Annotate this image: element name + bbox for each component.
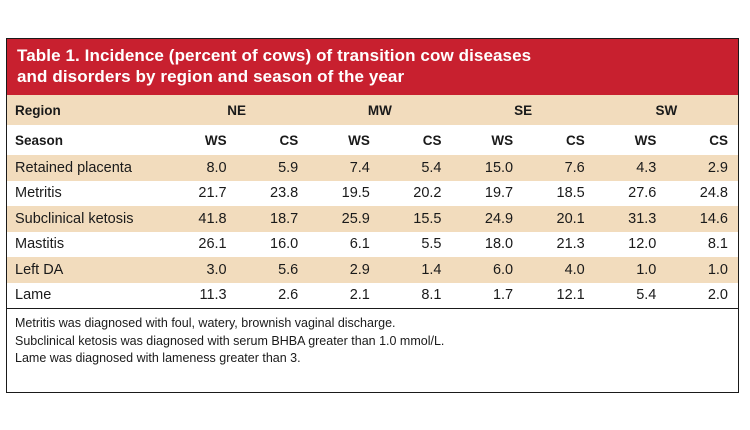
table-title-line-2: and disorders by region and season of th…: [17, 67, 405, 86]
table-cell: 21.3: [556, 236, 585, 253]
table-cell: 7.4: [349, 159, 370, 176]
table-cell: 4.0: [564, 261, 585, 278]
table-row: Subclinical ketosis 41.8 18.7 25.9 15.5 24.9 2…: [7, 206, 738, 232]
data-table-panel: Table 1. Incidence (percent of cows) of …: [6, 38, 739, 393]
table-cell: 15.5: [413, 210, 442, 227]
table-cell: 2.1: [349, 287, 370, 304]
region-mw: MW: [367, 102, 392, 118]
table-cell: 15.0: [484, 159, 514, 176]
table-cell: 24.9: [484, 210, 514, 227]
table-cell: 19.7: [484, 185, 514, 202]
footnote-subclinical-ketosis: Subclinical ketosis was diagnosed with s…: [15, 333, 445, 348]
season-header-label: Season: [15, 132, 64, 148]
region-se: SE: [514, 102, 533, 118]
table-cell: 41.8: [198, 210, 227, 227]
table-cell: 8.1: [421, 287, 442, 304]
table-cell: 11.3: [199, 287, 227, 304]
table-cell: 31.3: [628, 210, 657, 227]
table-cell: 1.0: [707, 261, 728, 278]
table-cell: 8.1: [707, 236, 728, 253]
season-header-row: Season WS CS WS CS WS CS WS CS: [7, 125, 738, 155]
table-cell: 4.3: [636, 159, 657, 176]
row-label: Lame: [15, 287, 52, 304]
table-cell: 2.0: [707, 287, 728, 304]
row-label: Retained placenta: [15, 159, 132, 176]
table-cell: 18.7: [270, 210, 299, 227]
table-cell: 18.5: [556, 185, 585, 202]
footnote-lame: Lame was diagnosed with lameness greater…: [15, 351, 301, 365]
season-header-cell: CS: [422, 132, 442, 148]
region-header-row: Region NE MW SE SW: [7, 95, 738, 125]
season-header-cell: WS: [491, 132, 514, 148]
table-cell: 7.6: [564, 159, 585, 176]
footnote-metritis: Metritis was diagnosed with foul, watery…: [15, 316, 396, 330]
season-header-cell: WS: [348, 132, 370, 148]
row-label: Subclinical ketosis: [15, 210, 134, 227]
table-cell: 6.1: [349, 236, 370, 253]
table-title-line-1: Table 1. Incidence (percent of cows) of …: [17, 46, 532, 65]
table-cell: 26.1: [198, 236, 227, 253]
row-label: Mastitis: [15, 236, 65, 253]
table-row: Lame 11.3 2.6 2.1 8.1 1.7 12.1 5.4 2.0: [7, 282, 738, 308]
table-cell: 23.8: [270, 185, 299, 202]
table-cell: 2.9: [349, 261, 370, 278]
table-cell: 1.4: [421, 261, 442, 278]
table-cell: 20.1: [556, 210, 585, 227]
table-title: Table 1. Incidence (percent of cows) of …: [7, 39, 738, 95]
table-cell: 6.0: [492, 261, 514, 278]
table-cell: 5.6: [278, 261, 299, 278]
table-row: Retained placenta 8.0 5.9 7.4 5.4 15.0 7.6 4.3 2…: [7, 155, 738, 181]
season-header-cell: WS: [204, 132, 227, 148]
table-cell: 12.0: [628, 236, 657, 253]
table-cell: 20.2: [413, 185, 442, 202]
table-cell: 21.7: [198, 185, 227, 202]
region-header-label: Region: [15, 102, 61, 118]
table-cell: 5.9: [278, 159, 299, 176]
table-cell: 5.4: [421, 159, 442, 176]
table-row: Left DA 3.0 5.6 2.9 1.4 6.0 4.0 1.0 1.0: [7, 257, 738, 283]
table-row: Metritis 21.7 23.8 19.5 20.2 19.7 18.5 27.6 24.8: [7, 180, 738, 206]
table-cell: 14.6: [699, 210, 728, 227]
table-cell: 3.0: [206, 261, 227, 278]
region-sw: SW: [655, 102, 678, 118]
table-cell: 5.4: [636, 287, 657, 304]
table-cell: 18.0: [484, 236, 514, 253]
table-cell: 19.5: [341, 185, 370, 202]
table-cell: 25.9: [341, 210, 370, 227]
incidence-table: Region NE MW SE SW Season WS CS WS CS WS…: [7, 95, 738, 308]
table-cell: 1.7: [492, 287, 514, 304]
table-cell: 8.0: [206, 159, 227, 176]
table-footnotes: Metritis was diagnosed with foul, watery…: [7, 308, 738, 368]
table-cell: 27.6: [628, 185, 657, 202]
season-header-cell: CS: [565, 132, 585, 148]
table-cell: 2.6: [278, 287, 299, 304]
table-row: Mastitis 26.1 16.0 6.1 5.5 18.0 21.3 12.0 8.1: [7, 231, 738, 257]
table-cell: 24.8: [699, 185, 728, 202]
row-label: Left DA: [15, 261, 64, 278]
table-cell: 16.0: [270, 236, 299, 253]
table-cell: 1.0: [636, 261, 657, 278]
season-header-cell: CS: [279, 132, 299, 148]
table-cell: 12.1: [556, 287, 585, 304]
table-cell: 5.5: [421, 236, 442, 253]
table-cell: 2.9: [707, 159, 728, 176]
season-header-cell: WS: [634, 132, 657, 148]
row-label: Metritis: [15, 185, 62, 202]
season-header-cell: CS: [709, 132, 728, 148]
region-ne: NE: [227, 102, 246, 118]
